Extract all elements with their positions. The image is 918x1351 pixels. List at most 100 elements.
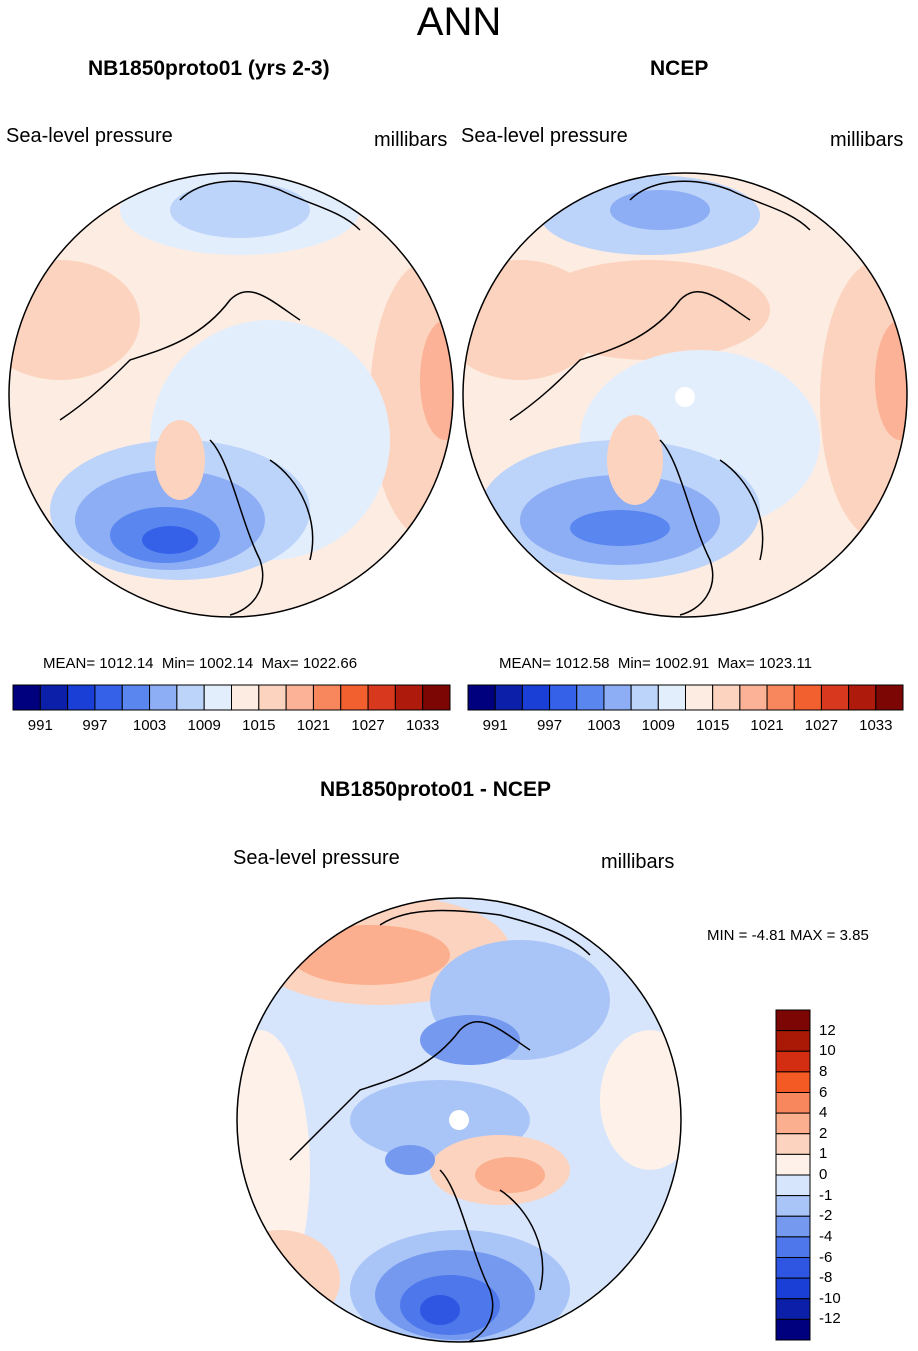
panel1-colorbar-tick-label: 997: [82, 717, 108, 734]
panel2-colorbar-tick-label: 997: [537, 717, 563, 734]
diff-colorbar-tick-label: 12: [819, 1021, 836, 1039]
panel2-colorbar-swatch: [820, 684, 850, 711]
diff-variable: Sea-level pressure: [233, 847, 400, 869]
diff-colorbar-tick-label: 8: [819, 1062, 828, 1080]
diff-colorbar-tick-label: -4: [819, 1227, 833, 1245]
diff-units: millibars: [601, 851, 675, 873]
diff-colorbar-swatch: [775, 1092, 811, 1114]
diff-title: NB1850proto01 - NCEP: [320, 778, 552, 801]
panel2-variable: Sea-level pressure: [461, 125, 628, 147]
panel1-colorbar-tick-label: 1009: [187, 717, 221, 734]
panel1-units: millibars: [374, 129, 448, 151]
panel2-title: NCEP: [650, 57, 709, 80]
panel1-map: [9, 173, 453, 617]
panel2-colorbar-swatch: [739, 684, 768, 711]
diff-colorbar-tick-label: -8: [819, 1269, 833, 1287]
panel2-colorbar-swatch: [603, 684, 632, 711]
panel1-colorbar-tick-label: 991: [27, 717, 53, 734]
diff-colorbar-swatch: [775, 1071, 811, 1093]
panel2-colorbar-swatch: [793, 684, 822, 711]
diff-minmax: MIN = -4.81 MAX = 3.85: [707, 927, 869, 944]
panel2-colorbar-tick-label: 1027: [804, 717, 839, 734]
panel2-colorbar-swatch: [576, 684, 605, 711]
diff-colorbar-swatch: [775, 1257, 811, 1279]
diff-colorbar-swatch: [775, 1153, 811, 1176]
panel1-colorbar-swatch: [367, 684, 396, 711]
diff-colorbar-tick-label: 2: [819, 1124, 828, 1142]
diff-colorbar-swatch: [775, 1195, 811, 1217]
panel1-colorbar-swatch: [12, 684, 41, 711]
panel1-colorbar-swatch: [258, 684, 287, 711]
panel1-colorbar-swatch: [39, 684, 69, 711]
panel2-colorbar-tick-label: 1009: [641, 717, 675, 734]
diff-colorbar-swatch: [775, 1112, 811, 1135]
panel1-colorbar: [12, 684, 451, 711]
panel1-colorbar-swatch: [67, 684, 96, 711]
panel2-colorbar-swatch: [549, 684, 578, 711]
panel2-colorbar-swatch: [875, 684, 904, 711]
panel2-colorbar-swatch: [766, 684, 795, 711]
panel2-colorbar-swatch: [467, 684, 496, 711]
diff-colorbar-swatch: [775, 1174, 811, 1197]
diff-colorbar-tick-label: -1: [819, 1186, 833, 1204]
panel1-colorbar-swatch: [203, 684, 232, 711]
panel1-colorbar-swatch: [340, 684, 369, 711]
panel2-stats: MEAN= 1012.58 Min= 1002.91 Max= 1023.11: [499, 655, 812, 672]
diff-min: -4.81: [751, 927, 786, 944]
diff-colorbar-tick-label: 10: [819, 1042, 836, 1060]
diff-colorbar-swatch: [775, 1009, 811, 1032]
panel1-colorbar-tick-label: 1015: [242, 717, 276, 734]
diff-colorbar-tick-label: 4: [819, 1104, 828, 1122]
diff-colorbar-tick-label: -2: [819, 1207, 833, 1225]
panel2-colorbar: [467, 684, 904, 711]
panel2-colorbar-tick-label: 1003: [587, 717, 621, 734]
diff-colorbar-tick-label: 1: [819, 1145, 828, 1163]
diff-max: 3.85: [839, 927, 869, 944]
diff-colorbar-tick-label: -6: [819, 1248, 833, 1266]
panel2-colorbar-swatch: [630, 684, 659, 711]
page-title: ANN: [416, 0, 502, 44]
panel2-colorbar-tick-label: 991: [482, 717, 508, 734]
panel1-colorbar-tick-label: 1003: [132, 717, 167, 734]
panel1-colorbar-swatch: [121, 684, 151, 711]
panel2-colorbar-swatch: [712, 684, 741, 711]
panel2-colorbar-swatch: [494, 684, 523, 711]
panel1-variable: Sea-level pressure: [6, 125, 173, 147]
panel1-colorbar-swatch: [231, 684, 260, 711]
diff-colorbar-swatch: [775, 1050, 811, 1073]
panel2-colorbar-tick-label: 1033: [859, 717, 893, 734]
panel1-colorbar-swatch: [285, 684, 314, 711]
diff-colorbar-swatch: [775, 1133, 811, 1155]
panel1-mean: 1012.14: [99, 655, 154, 672]
panel2-units: millibars: [830, 129, 904, 151]
panel2-min: 1002.91: [654, 655, 710, 672]
panel1-colorbar-swatch: [94, 684, 123, 711]
diff-map: [237, 898, 681, 1342]
panel2-mean: 1012.58: [555, 655, 610, 672]
diff-colorbar-tick-label: -12: [819, 1310, 841, 1328]
panel1-colorbar-swatch: [394, 684, 424, 711]
diff-colorbar-tick-label: -10: [819, 1289, 841, 1307]
panel1-max: 1022.66: [302, 655, 358, 672]
panel2-colorbar-swatch: [521, 684, 551, 711]
diff-colorbar-swatch: [775, 1298, 811, 1320]
diff-colorbar-swatch: [775, 1318, 811, 1341]
panel1-colorbar-tick-label: 1021: [296, 717, 331, 734]
panel1-colorbar-swatch: [176, 684, 205, 711]
panel2-map: [463, 173, 907, 617]
panel2-colorbar-swatch: [685, 684, 714, 711]
panel2-colorbar-tick-label: 1021: [750, 717, 784, 734]
panel1-colorbar-tick-label: 1033: [406, 717, 440, 734]
panel1-colorbar-swatch: [312, 684, 342, 711]
panel1-min: 1002.14: [198, 655, 254, 672]
diff-colorbar-swatch: [775, 1277, 811, 1300]
panel2-colorbar-swatch: [848, 684, 877, 711]
panel1-colorbar-swatch: [149, 684, 178, 711]
panel2-colorbar-swatch: [657, 684, 686, 711]
diff-colorbar-tick-label: 6: [819, 1083, 828, 1101]
diff-colorbar-swatch: [775, 1236, 811, 1258]
panel1-colorbar-tick-label: 1027: [351, 717, 385, 734]
diff-colorbar-swatch: [775, 1030, 811, 1052]
diff-colorbar-swatch: [775, 1215, 811, 1238]
